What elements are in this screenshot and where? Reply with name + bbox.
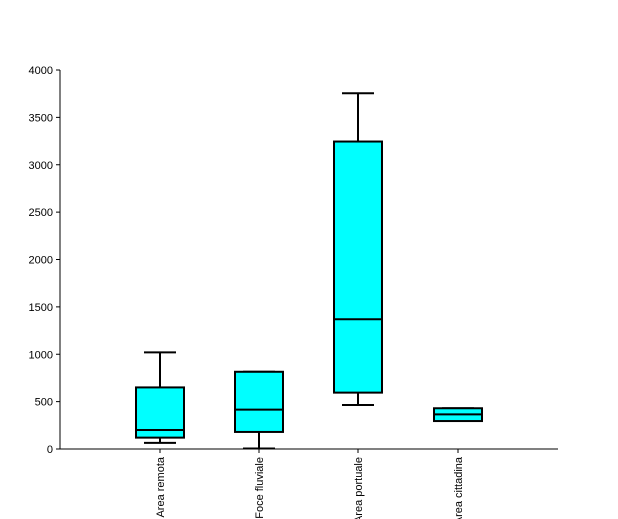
y-tick-label: 2500 bbox=[29, 207, 53, 219]
y-tick-label: 500 bbox=[35, 397, 53, 409]
x-category-label: Foce fluviale bbox=[254, 457, 266, 519]
iqr-box bbox=[333, 140, 383, 394]
x-category-label: Area remota bbox=[155, 456, 167, 517]
x-category-label: Area portuale bbox=[353, 457, 365, 519]
y-tick-label: 2000 bbox=[29, 255, 53, 267]
box-3 bbox=[433, 407, 483, 423]
box-2 bbox=[333, 92, 383, 406]
boxes bbox=[135, 92, 483, 450]
y-axis: 0 500 1000 1500 2000 2500 3000 3500 4000 bbox=[29, 65, 61, 456]
y-tick-label: 3500 bbox=[29, 112, 53, 124]
y-tick-label: 0 bbox=[47, 444, 53, 456]
y-tick-label: 1500 bbox=[29, 302, 53, 314]
box-0 bbox=[135, 351, 185, 444]
x-category-label: Area cittadina bbox=[453, 456, 465, 519]
iqr-box bbox=[234, 370, 284, 433]
y-tick-label: 1000 bbox=[29, 349, 53, 361]
y-tick-label: 4000 bbox=[29, 65, 53, 77]
x-axis: Area remota Foce fluviale Area portuale Are… bbox=[60, 448, 558, 519]
y-tick-label: 3000 bbox=[29, 160, 53, 172]
box-1 bbox=[234, 370, 284, 450]
